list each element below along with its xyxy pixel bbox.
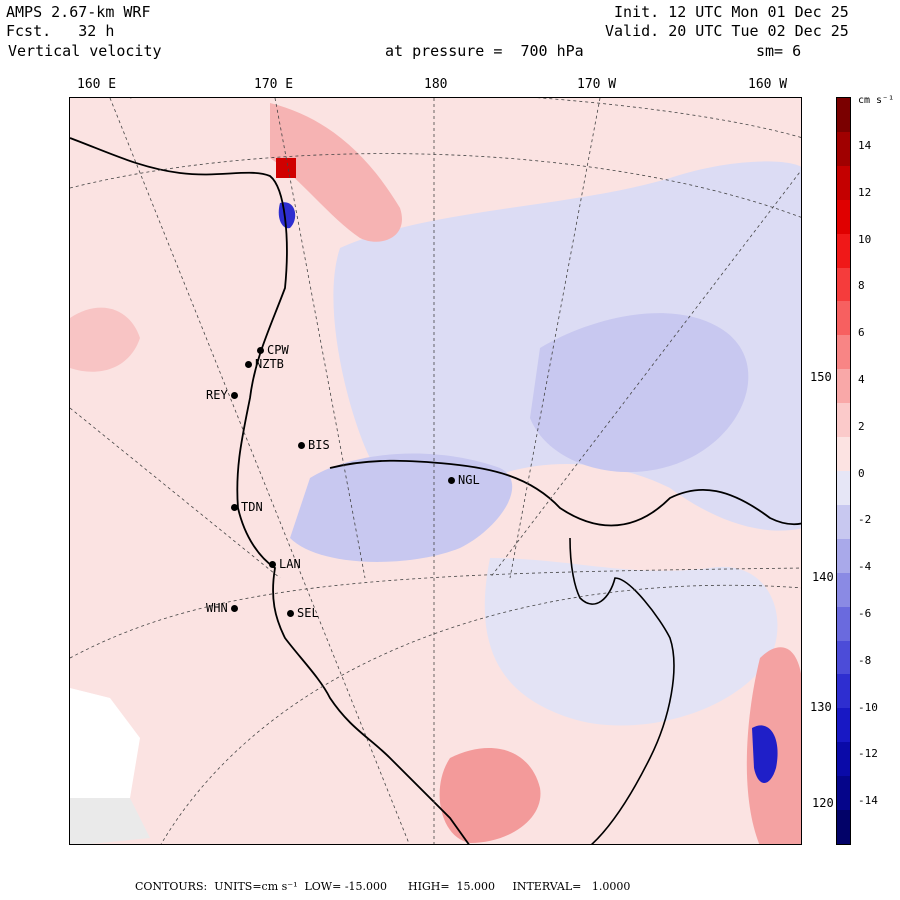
colorbar-tick-label: -4 [858,560,872,574]
grounding-line [569,537,675,844]
colorbar-tick-label: 8 [858,279,865,293]
colorbar-tick-label: -14 [858,794,878,808]
station-lan[interactable]: LAN [269,557,301,571]
colorbar [836,97,851,845]
colorbar-swatch [837,572,850,608]
model-title: AMPS 2.67-km WRF [6,3,151,21]
graticule-lat-75 [160,584,801,844]
colorbar-tick-label: 4 [858,373,865,386]
valid-time: Valid. 20 UTC Tue 02 Dec 25 [605,22,849,40]
field-name: Vertical velocity [8,42,162,60]
colorbar-swatch [837,810,850,845]
colorbar-swatch [837,369,850,404]
colorbar-tick-label: -10 [858,700,878,714]
station-cpw[interactable]: CPW [257,343,289,357]
colorbar-swatch [837,606,850,642]
contour-info-footer: CONTOURS: UNITS=cm s⁻¹ LOW= -15.000 HIGH… [135,880,631,893]
colorbar-tick-label: -8 [858,653,872,667]
station-whn[interactable]: WHN [206,601,241,615]
graticule-lon-160e [109,98,410,844]
colorbar-swatch [837,233,850,269]
colorbar-swatch [837,640,850,675]
no-data-area-gray [70,798,150,844]
no-data-area [70,688,140,798]
colorbar-swatch [837,98,850,133]
colorbar-tick-label: -2 [858,513,872,527]
coastline-west [70,137,470,844]
colorbar-swatch [837,403,850,438]
graticule [70,98,801,844]
colorbar-swatch [837,776,850,811]
colorbar-tick-label: -12 [858,747,878,761]
colorbar-tick-label: 12 [858,185,872,199]
colorbar-tick-label: 0 [858,466,865,480]
map-canvas [70,98,801,844]
smoothing-label: sm= 6 [756,42,802,60]
station-sel[interactable]: SEL [287,606,319,620]
forecast-hour: Fcst. 32 h [6,22,115,40]
colorbar-swatch [837,335,850,370]
colorbar-swatch [837,165,850,201]
colorbar-swatch [837,504,850,540]
colorbar-tick-label: -6 [858,607,872,620]
ascent-region-southwest [439,748,541,843]
colorbar-swatch [837,708,850,743]
ascent-region-north [270,103,402,242]
colorbar-tick-label: 6 [858,326,865,340]
colorbar-swatch [837,742,850,777]
colorbar-swatch [837,538,850,574]
station-ngl[interactable]: NGL [448,473,480,487]
vertical-velocity-map[interactable]: CPW NZTB REY BIS NGL TDN LAN WHN SEL [69,97,802,845]
graticule-lat-85 [130,98,801,138]
colorbar-swatch [837,199,850,235]
station-tdn[interactable]: TDN [231,500,263,514]
lon-label-170e: 170 E [254,77,294,92]
colorbar-swatch [837,267,850,302]
colorbar-swatch [837,674,850,709]
lon-label-160w: 160 W [748,77,788,92]
station-bis[interactable]: BIS [298,438,330,452]
pressure-level: at pressure = 700 hPa [385,42,584,60]
ice-shelf-edge [329,459,801,527]
strong-descent-patch [752,725,778,783]
colorbar-swatch [837,437,850,472]
init-time: Init. 12 UTC Mon 01 Dec 25 [614,3,849,21]
colorbar-swatch [837,131,850,167]
station-rey[interactable]: REY [206,388,241,402]
graticule-lon-160w [489,169,801,579]
colorbar-tick-label: 2 [858,419,865,433]
descent-region-core [530,313,749,473]
colorbar-swatch [837,301,850,336]
ascent-region-west [70,307,140,372]
colorbar-tick-label: 14 [858,139,872,152]
descent-region-shelf [290,453,513,562]
colorbar-units: cm s⁻¹ [858,95,895,106]
graticule-lat-70 [70,567,801,659]
lon-label-180: 180 [424,77,448,92]
colorbar-swatch [837,471,850,506]
descent-region-south [484,558,778,726]
strong-ascent-patch [276,158,296,178]
colorbar-tick-label: 10 [858,232,872,246]
lon-label-170w: 170 W [577,77,617,92]
lon-label-160e: 160 E [77,77,117,92]
station-nztb[interactable]: NZTB [245,357,284,371]
